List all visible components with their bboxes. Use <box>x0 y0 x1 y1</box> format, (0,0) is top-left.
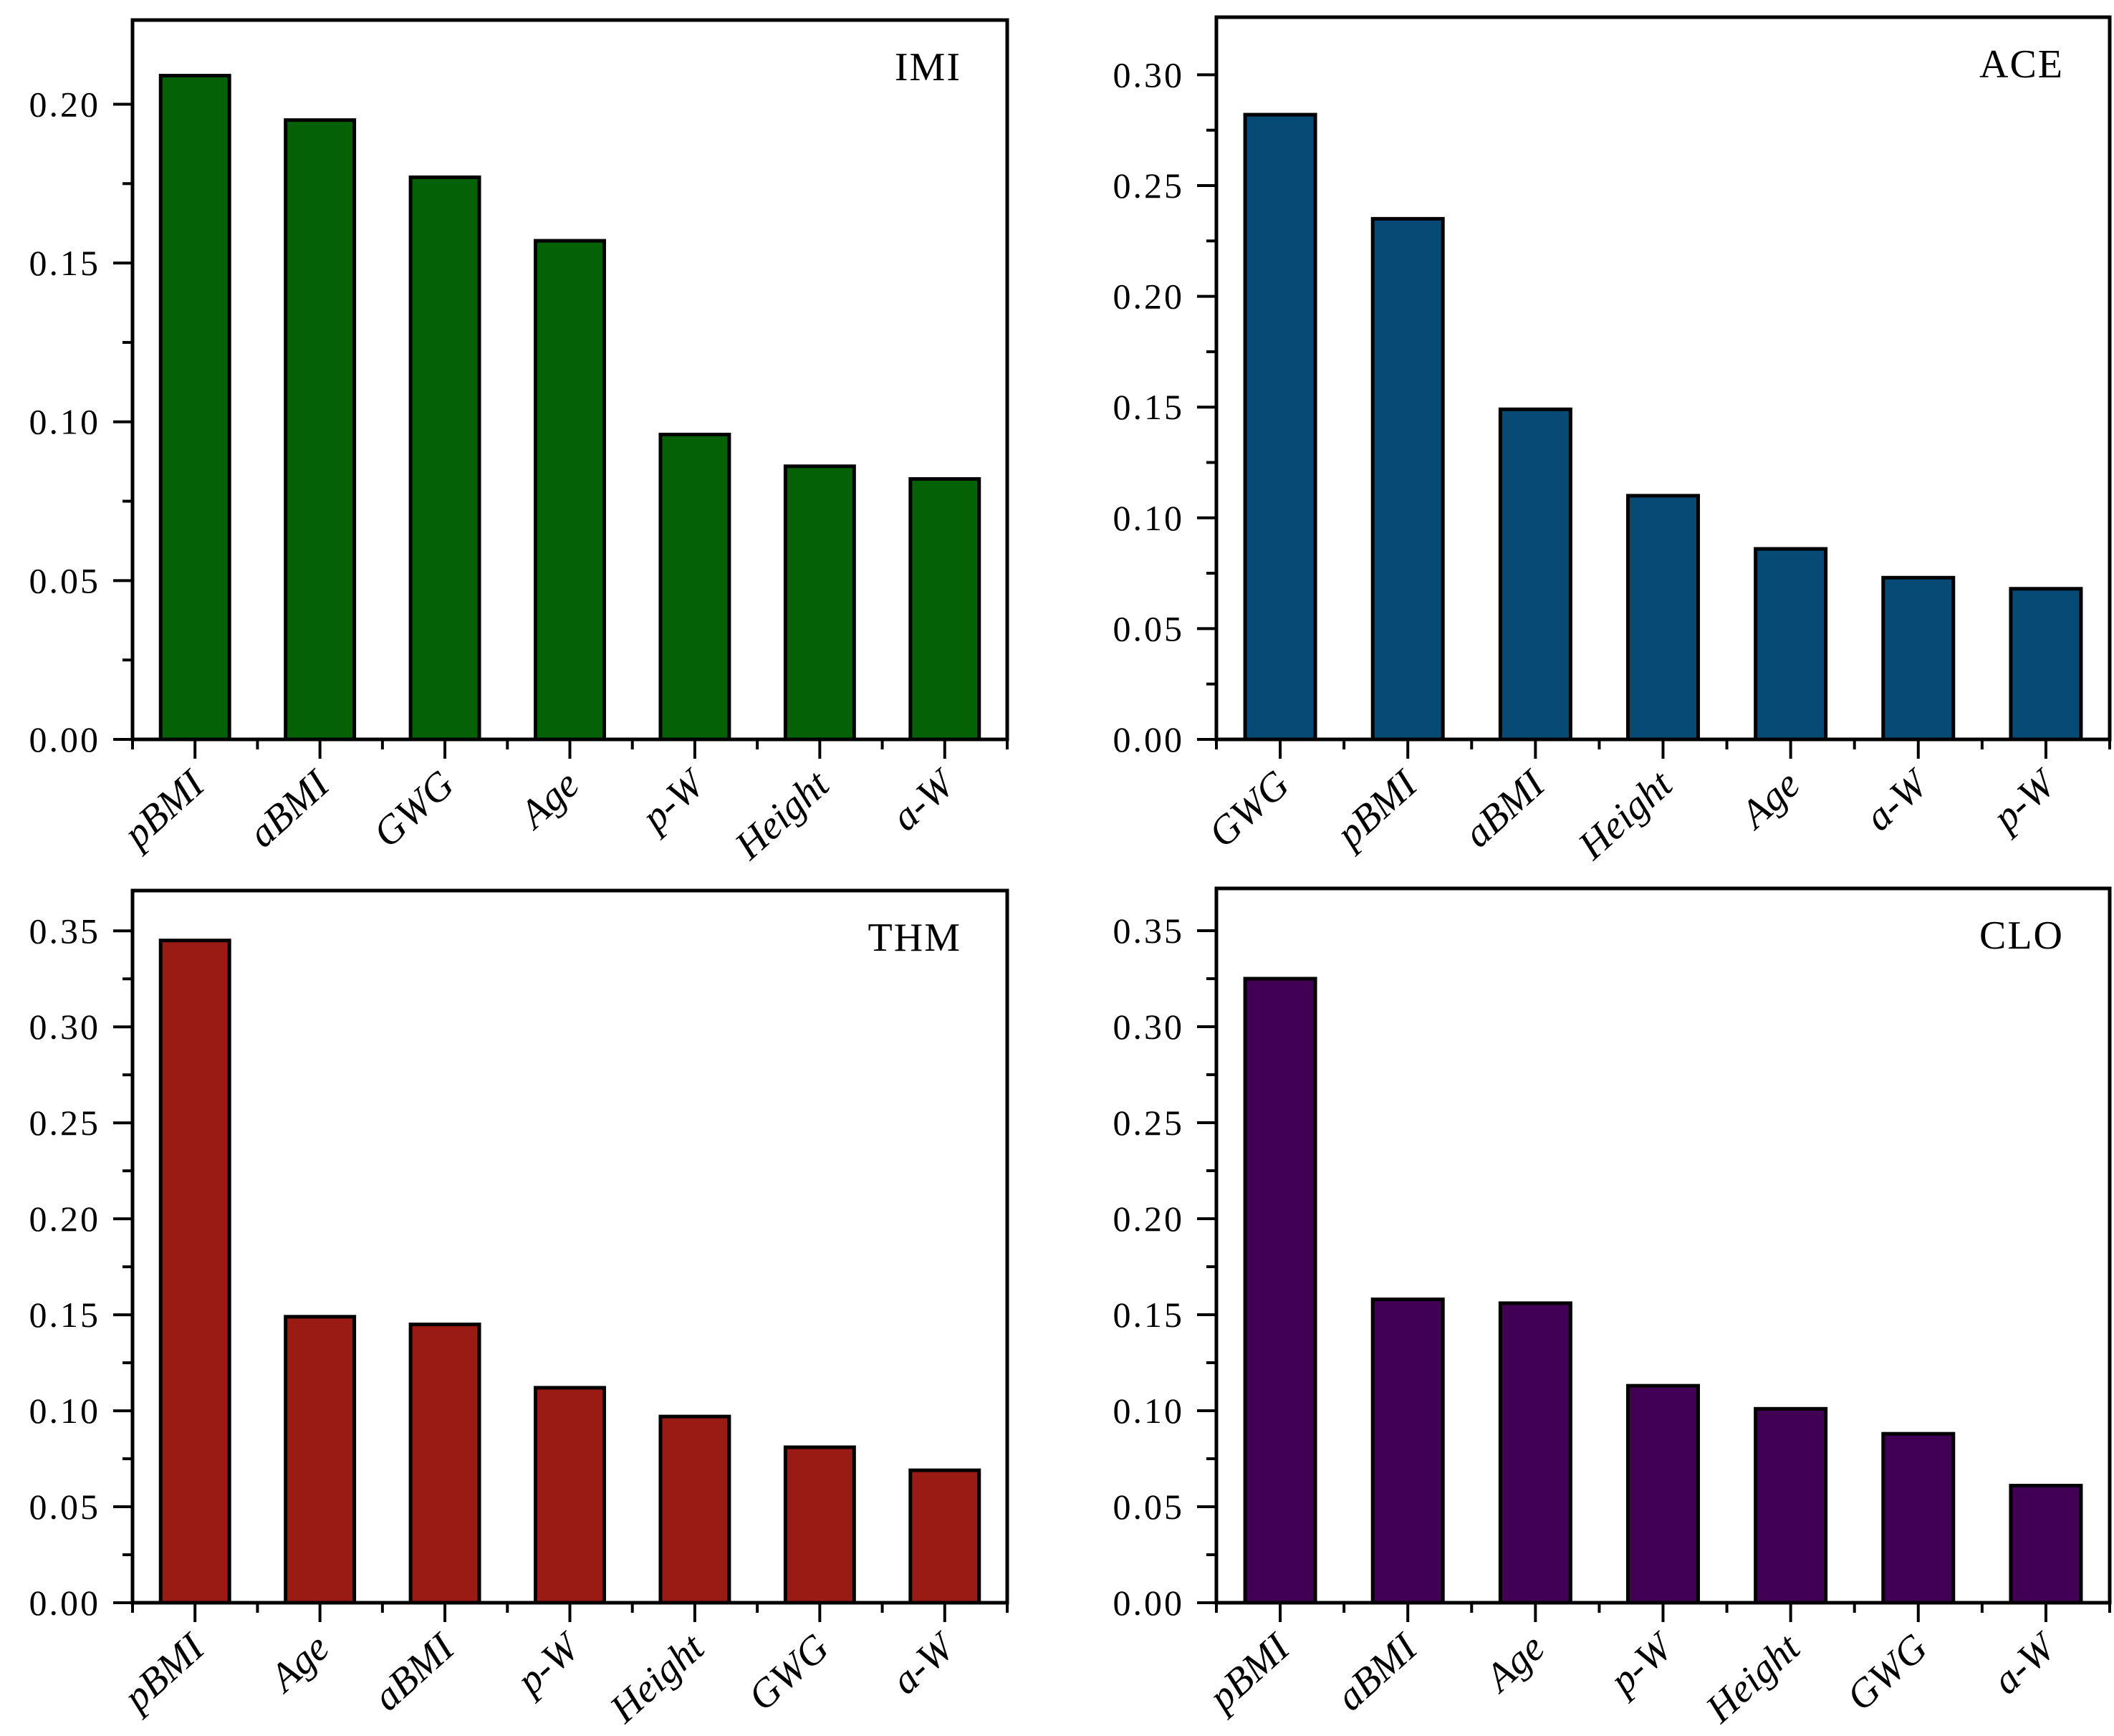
y-tick-label: 0.15 <box>29 1295 101 1335</box>
x-category-label-age: Age <box>1475 1626 1553 1702</box>
bar-gwg <box>1881 1432 1956 1605</box>
y-tick-label: 0.35 <box>1113 911 1185 951</box>
y-tick-label: 0.25 <box>1113 166 1185 206</box>
x-category-label-height: Height <box>726 762 839 868</box>
x-category-label-p-w: p-W <box>631 760 715 842</box>
bar-p-w <box>1626 1383 1700 1605</box>
y-tick-label: 0.35 <box>29 911 101 951</box>
bar-age <box>1498 1301 1572 1605</box>
bar-abmi <box>284 118 357 742</box>
bar-age <box>1754 547 1828 742</box>
x-category-label-a-w: a-W <box>883 760 965 840</box>
bar-a-w <box>1881 575 1956 742</box>
bar-p-w <box>534 1386 606 1605</box>
x-category-label-height: Height <box>1697 1625 1810 1732</box>
bar-a-w <box>2009 1484 2083 1605</box>
y-tick-label: 0.05 <box>29 1487 101 1527</box>
bar-age <box>284 1315 357 1605</box>
bar-height <box>1754 1406 1828 1605</box>
x-category-label-abmi: aBMI <box>240 761 339 856</box>
y-tick-label: 0.05 <box>1113 608 1185 648</box>
y-tick-label: 0.20 <box>1113 277 1185 317</box>
y-tick-label: 0.15 <box>29 243 101 283</box>
x-category-label-height: Height <box>1570 762 1682 868</box>
x-category-label-abmi: aBMI <box>1328 1624 1427 1720</box>
x-category-label-abmi: aBMI <box>1456 761 1555 856</box>
x-category-label-gwg: GWG <box>740 1626 837 1720</box>
bar-pbmi <box>1370 216 1445 742</box>
panel-clo: 0.00 0.05 0.10 0.15 0.20 0.25 0.30 0.35 pBMI aBMI… <box>1057 868 2114 1736</box>
y-tick-label: 0.00 <box>29 1583 101 1623</box>
y-tick-label: 0.30 <box>29 1007 101 1047</box>
x-category-label-pbmi: pBMI <box>1198 1624 1299 1722</box>
bar-pbmi <box>1243 977 1317 1605</box>
y-tick-label: 0.10 <box>1113 1391 1185 1431</box>
x-category-label-a-w: a-W <box>1984 1624 2066 1703</box>
y-tick-label: 0.15 <box>1113 1295 1185 1335</box>
x-category-label-pbmi: pBMI <box>1326 761 1427 858</box>
x-category-label-height: Height <box>601 1625 714 1732</box>
panel-title: IMI <box>895 45 961 90</box>
bar-height <box>658 1414 731 1605</box>
chart-ace: 0.00 0.05 0.10 0.15 0.20 0.25 0.30 GWG pBMI aBMI H… <box>1057 0 2114 868</box>
x-category-label-a-w: a-W <box>883 1624 965 1703</box>
y-tick-label: 0.00 <box>1113 1583 1185 1623</box>
x-category-label-p-w: p-W <box>1982 760 2066 842</box>
y-tick-label: 0.30 <box>1113 54 1185 95</box>
y-tick-label: 0.00 <box>1113 719 1185 759</box>
y-tick-label: 0.30 <box>1113 1007 1185 1047</box>
x-category-label-age: Age <box>509 762 587 839</box>
bar-p-w <box>658 432 731 742</box>
panel-ace: 0.00 0.05 0.10 0.15 0.20 0.25 0.30 GWG pBMI aBMI H… <box>1057 0 2114 868</box>
panel-imi: 0.00 0.05 0.10 0.15 0.20 pBMI aBMI GWG Age p-W Hei… <box>0 0 1057 868</box>
x-category-label-gwg: GWG <box>1838 1626 1936 1720</box>
x-category-label-pbmi: pBMI <box>113 761 214 858</box>
bar-height <box>783 464 856 742</box>
y-tick-label: 0.10 <box>29 402 101 442</box>
bar-a-w <box>908 1468 981 1605</box>
y-tick-label: 0.20 <box>29 84 101 124</box>
panel-title: CLO <box>1979 913 2064 958</box>
x-category-label-age: Age <box>1730 762 1808 839</box>
y-tick-label: 0.25 <box>29 1103 101 1143</box>
bar-gwg <box>1243 112 1317 742</box>
y-tick-label: 0.05 <box>1113 1487 1185 1527</box>
bar-abmi <box>408 1323 481 1605</box>
y-tick-label: 0.05 <box>29 560 101 600</box>
x-category-label-pbmi: pBMI <box>113 1624 214 1722</box>
y-tick-label: 0.10 <box>1113 498 1185 538</box>
x-category-label-p-w: p-W <box>1599 1624 1683 1705</box>
x-category-label-gwg: GWG <box>1201 762 1298 856</box>
panel-thm: 0.00 0.05 0.10 0.15 0.20 0.25 0.30 0.35 pBMI Age a… <box>0 868 1057 1736</box>
chart-clo: 0.00 0.05 0.10 0.15 0.20 0.25 0.30 0.35 pBMI aBMI… <box>1057 868 2114 1736</box>
panel-title: THM <box>868 916 961 960</box>
x-category-label-p-w: p-W <box>506 1624 590 1705</box>
bar-abmi <box>1498 407 1572 742</box>
bar-gwg <box>783 1445 856 1605</box>
bar-age <box>534 239 606 742</box>
bar-a-w <box>908 477 981 742</box>
y-tick-label: 0.15 <box>1113 387 1185 427</box>
x-category-label-a-w: a-W <box>1857 760 1938 840</box>
y-tick-label: 0.20 <box>29 1199 101 1239</box>
x-category-label-abmi: aBMI <box>365 1624 464 1720</box>
y-tick-label: 0.20 <box>1113 1199 1185 1239</box>
chart-imi: 0.00 0.05 0.10 0.15 0.20 pBMI aBMI GWG Age p-W Hei… <box>0 0 1057 868</box>
bar-gwg <box>408 175 481 742</box>
y-tick-label: 0.00 <box>29 719 101 759</box>
panel-title: ACE <box>1979 42 2064 87</box>
bar-abmi <box>1370 1298 1445 1605</box>
y-tick-label: 0.10 <box>29 1391 101 1431</box>
bar-pbmi <box>158 939 231 1605</box>
bar-height <box>1626 494 1700 742</box>
y-tick-label: 0.25 <box>1113 1103 1185 1143</box>
bar-p-w <box>2009 587 2083 742</box>
x-category-label-gwg: GWG <box>365 762 463 856</box>
bar-pbmi <box>158 74 231 742</box>
x-category-label-age: Age <box>259 1626 337 1702</box>
